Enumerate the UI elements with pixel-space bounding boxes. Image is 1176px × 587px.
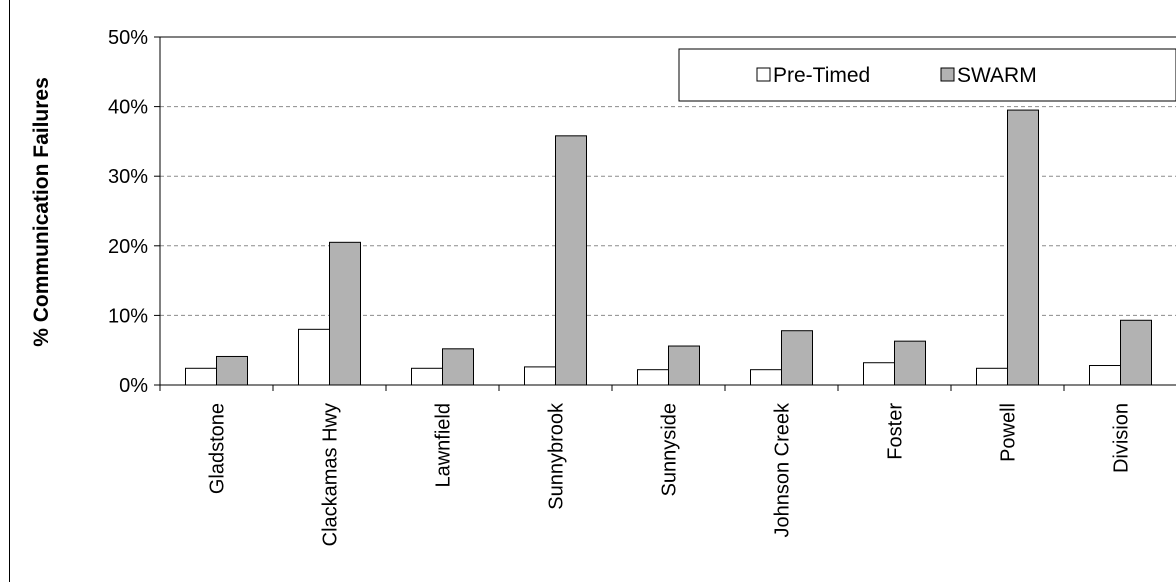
y-tick-label: 40% <box>108 97 148 119</box>
legend-swatch <box>940 67 955 82</box>
x-tick-label: Clackamas Hwy <box>320 403 342 546</box>
legend: Pre-Timed SWARM <box>678 48 1176 102</box>
bar-pre-timed-johnson-creek <box>750 369 782 386</box>
bar-pre-timed-gladstone <box>185 367 217 386</box>
bar-pre-timed-sunnybrook <box>524 366 556 386</box>
y-tick-label: 20% <box>108 236 148 258</box>
y-tick-label: 50% <box>108 27 148 49</box>
bar-swarm-lawnfield <box>442 348 474 386</box>
bar-pre-timed-foster <box>863 362 895 386</box>
y-tick-label: 0% <box>119 375 148 397</box>
y-axis-title: % Communication Failures <box>30 77 53 347</box>
bar-pre-timed-division <box>1089 365 1121 386</box>
bar-swarm-sunnybrook <box>555 135 587 386</box>
bar-swarm-gladstone <box>216 355 248 386</box>
bar-pre-timed-clackamas-hwy <box>298 328 330 386</box>
axis-labels: % Communication Failures 0% 10% 20% 30% 40% 5… <box>30 27 1133 546</box>
legend-label: SWARM <box>957 64 1037 87</box>
legend-label: Pre-Timed <box>773 64 870 87</box>
bar-swarm-division <box>1120 319 1152 386</box>
x-tick-label: Gladstone <box>207 403 229 494</box>
bars <box>185 109 1152 386</box>
y-tick-label: 10% <box>108 305 148 327</box>
x-tick-label: Sunnyside <box>659 403 681 496</box>
bar-swarm-johnson-creek <box>781 330 813 386</box>
x-tick-label: Johnson Creek <box>772 402 794 538</box>
bar-pre-timed-sunnyside <box>637 369 669 386</box>
bar-swarm-clackamas-hwy <box>329 241 361 386</box>
legend-swatch <box>756 67 771 82</box>
y-tick-label: 30% <box>108 166 148 188</box>
bar-swarm-foster <box>894 340 926 386</box>
bar-swarm-powell <box>1007 109 1039 386</box>
x-tick-label: Foster <box>885 403 907 460</box>
x-tick-label: Sunnybrook <box>546 402 568 510</box>
x-tick-label: Lawnfield <box>433 403 455 488</box>
bar-swarm-sunnyside <box>668 345 700 386</box>
bar-pre-timed-powell <box>976 367 1008 386</box>
legend-box <box>678 48 1176 102</box>
bar-pre-timed-lawnfield <box>411 367 443 386</box>
left-border-line <box>9 0 10 582</box>
x-tick-label: Division <box>1111 403 1133 473</box>
x-tick-label: Powell <box>998 403 1020 462</box>
